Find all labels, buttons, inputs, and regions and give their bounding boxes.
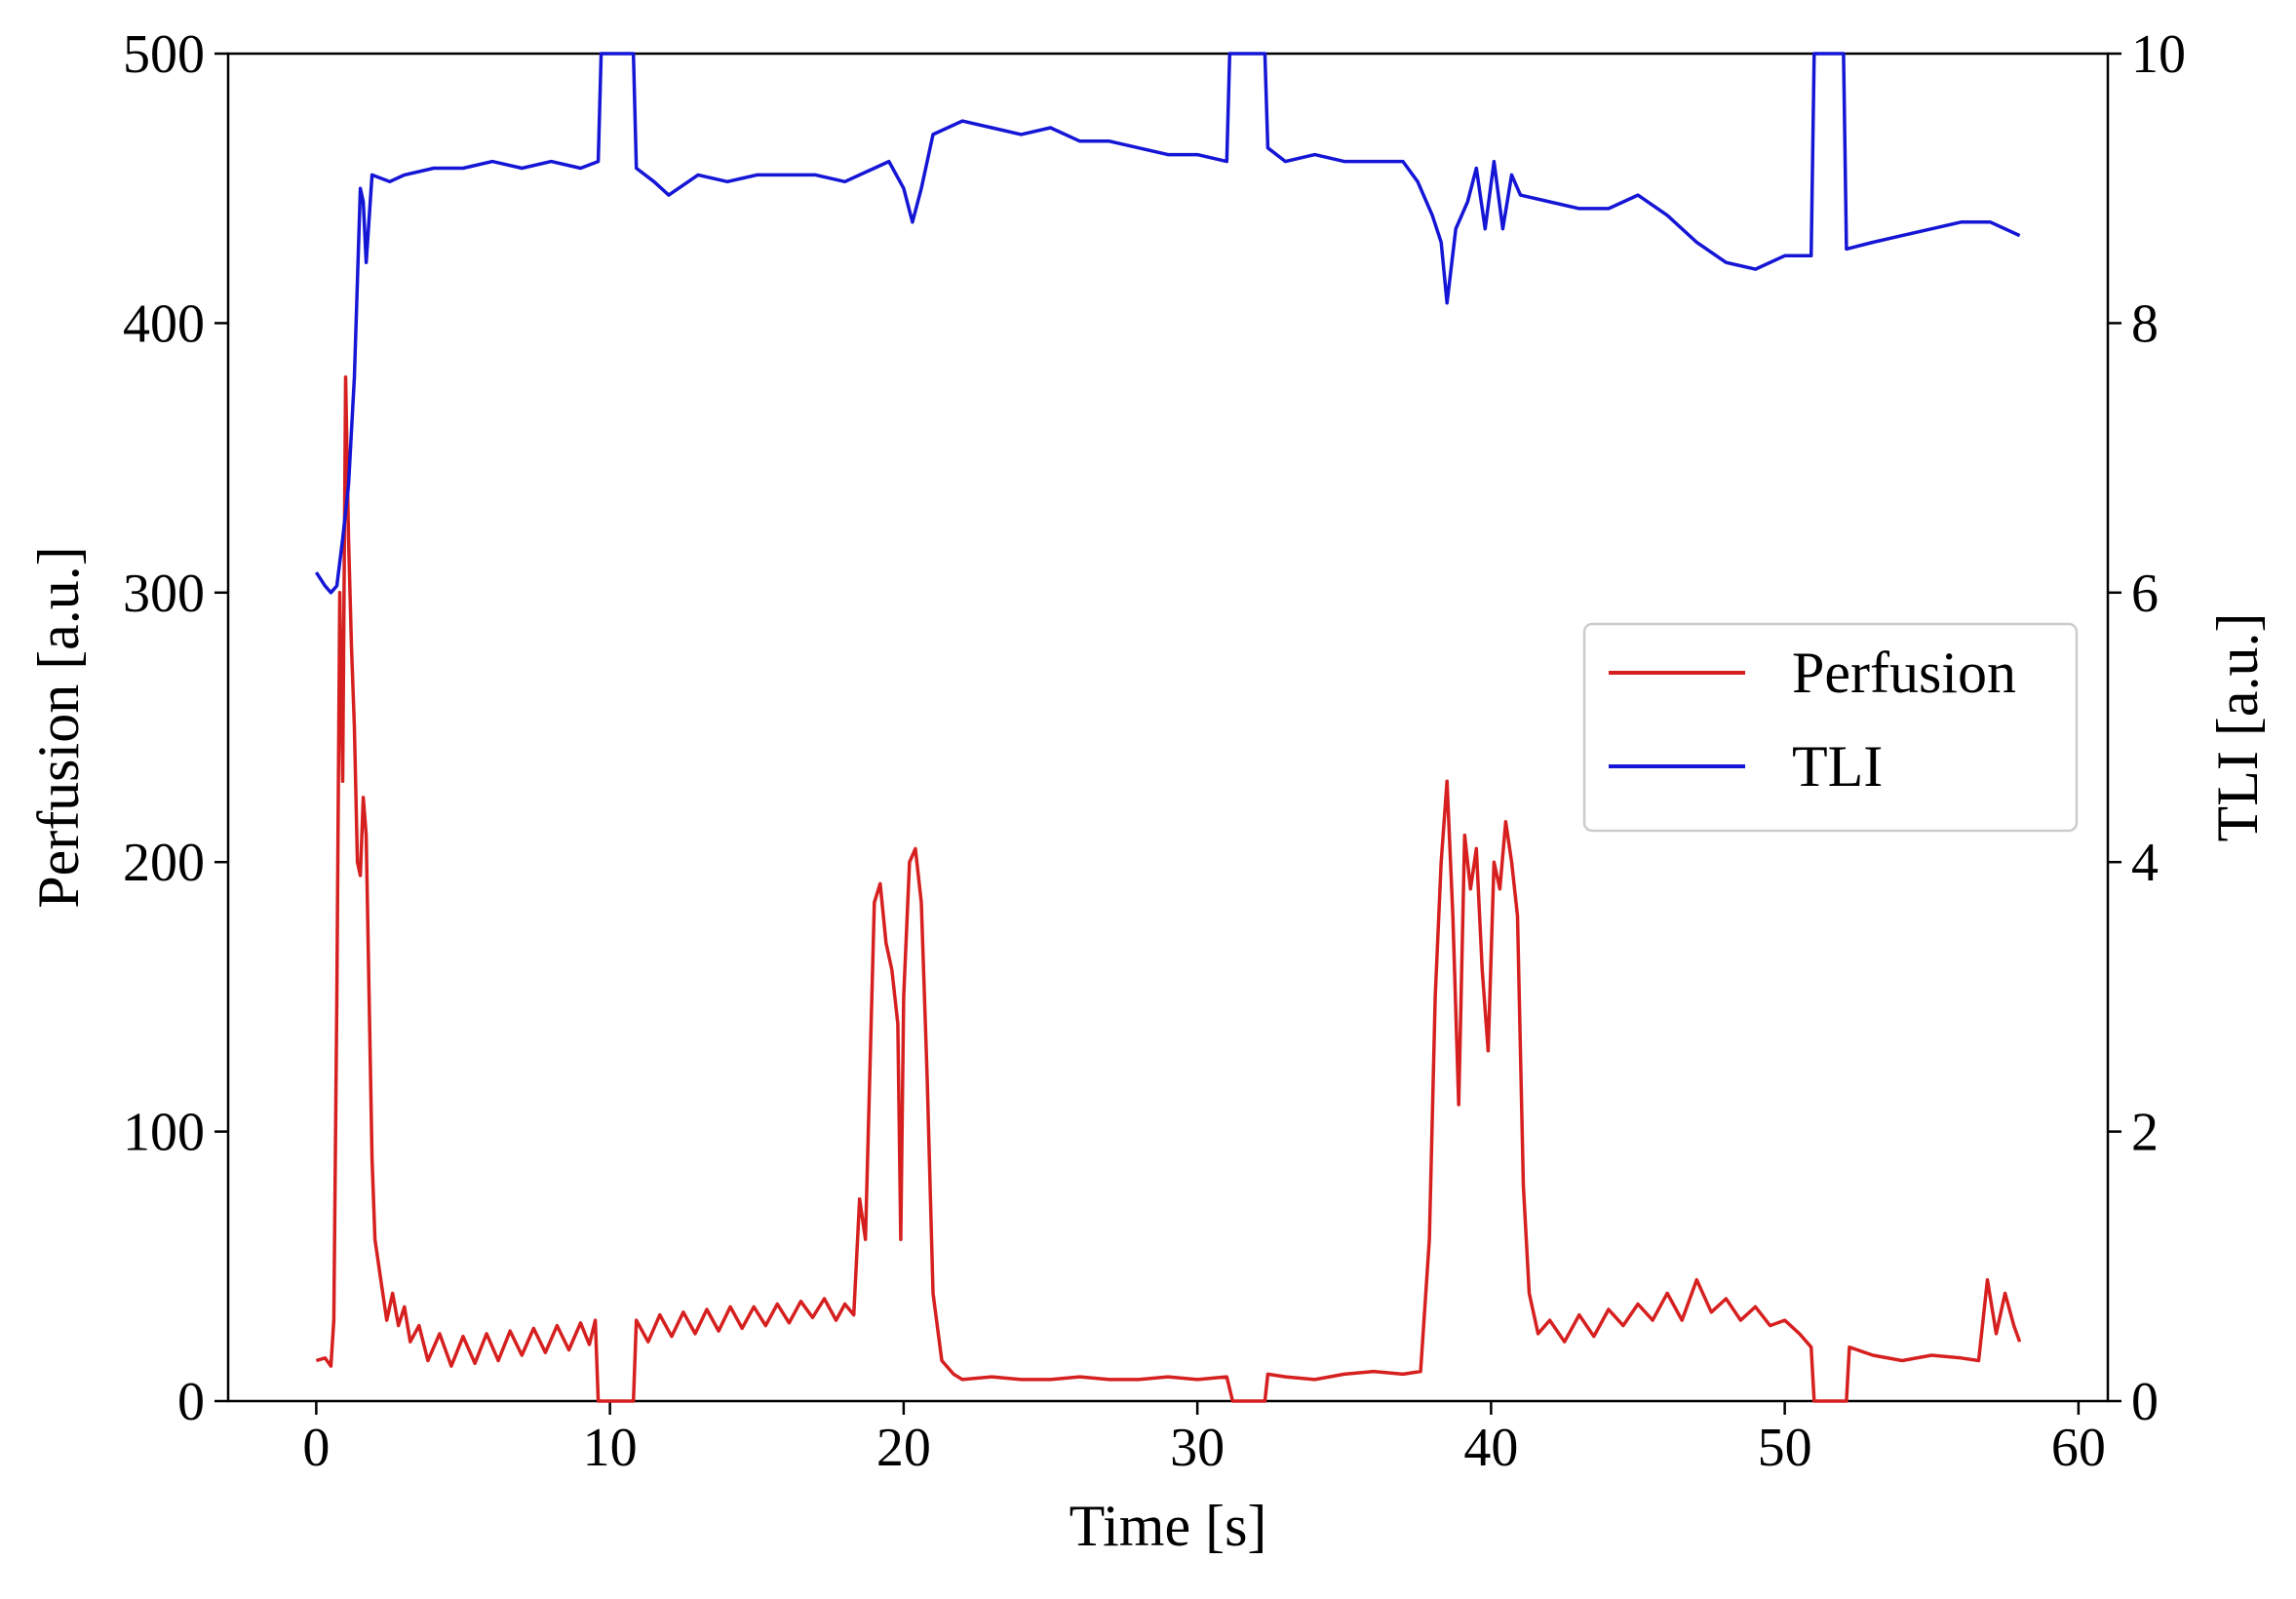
- x-tick-label: 50: [1758, 1418, 1812, 1478]
- x-tick-label: 60: [2051, 1418, 2106, 1478]
- legend: Perfusion TLI: [1582, 622, 2079, 833]
- y-axis-right: 0 2 4 6 8 10: [2108, 24, 2186, 1432]
- x-axis-title: Time [s]: [1070, 1494, 1267, 1558]
- y-tick-label: 100: [123, 1103, 205, 1163]
- series-layer: [314, 52, 2022, 1403]
- x-tick-label: 30: [1170, 1418, 1225, 1478]
- legend-label-tli: TLI: [1792, 734, 1883, 799]
- x-tick-label: 10: [583, 1418, 638, 1478]
- y-tick-label: 300: [123, 564, 205, 624]
- y2-tick-label: 2: [2131, 1103, 2159, 1163]
- y2-tick-label: 6: [2131, 564, 2159, 624]
- y-axis-title: Perfusion [a.u.]: [26, 546, 91, 909]
- y2-tick-label: 4: [2131, 833, 2159, 893]
- y2-axis-title: TLI [a.u.]: [2205, 613, 2270, 842]
- legend-label-perfusion: Perfusion: [1792, 641, 2016, 705]
- x-tick-label: 40: [1463, 1418, 1518, 1478]
- x-tick-label: 20: [876, 1418, 931, 1478]
- y-tick-label: 200: [123, 833, 205, 893]
- series-line-perfusion: [315, 374, 2022, 1403]
- legend-box: [1582, 622, 2079, 833]
- y2-tick-label: 0: [2131, 1372, 2159, 1432]
- series-line-tli: [314, 52, 2021, 595]
- y-axis-left: 0 100 200 300 400 500: [123, 24, 228, 1432]
- x-tick-label: 0: [302, 1418, 330, 1478]
- y2-tick-label: 8: [2131, 293, 2159, 354]
- y-tick-label: 0: [177, 1372, 205, 1432]
- x-axis: 0 10 20 30 40 50 60: [302, 1401, 2106, 1478]
- y-tick-label: 400: [123, 293, 205, 354]
- y-tick-label: 500: [123, 24, 205, 85]
- y2-tick-label: 10: [2131, 24, 2186, 85]
